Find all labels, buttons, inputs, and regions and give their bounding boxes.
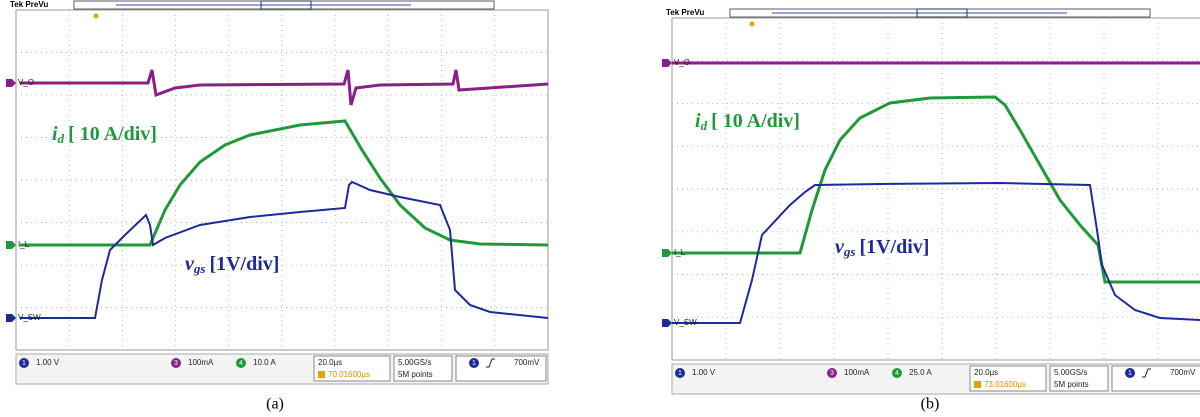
channel-number: 1: [22, 360, 26, 367]
channel-number: 3: [174, 360, 178, 367]
delay-icon: [974, 381, 981, 388]
caption: (a): [266, 396, 284, 413]
label-text: [1V/div]: [209, 253, 279, 275]
channel-marker: [6, 241, 16, 249]
channel-name: I_L: [674, 248, 686, 257]
status-value: 5M points: [1054, 380, 1089, 389]
channel-name: V_O: [674, 58, 690, 67]
trigger-marker: [94, 14, 99, 19]
page: {"panels":[ {"brand":"Tek PreVu","channe…: [0, 0, 1200, 417]
status-value: 100mA: [844, 368, 870, 377]
scope-screen: [672, 18, 1200, 360]
status-value: 5.00GS/s: [398, 358, 431, 367]
trace-label: id[ 10 A/div]: [52, 123, 157, 146]
channel-number: 1: [678, 370, 682, 377]
channel-number: 4: [239, 360, 243, 367]
label-subscript: gs: [193, 261, 206, 276]
status-value: 1.00 V: [36, 358, 60, 367]
label-text: [ 10 A/div]: [68, 123, 157, 145]
brand: Tek PreVu: [10, 0, 48, 9]
channel-number: 1: [472, 360, 476, 367]
status-value: 20.0µs: [318, 358, 342, 367]
channel-name: V_SW: [674, 318, 697, 327]
status-value: 73.01600µs: [984, 380, 1026, 389]
label-text: [ 10 A/div]: [711, 110, 800, 132]
channel-name: I_L: [18, 240, 30, 249]
brand: Tek PreVu: [666, 8, 704, 17]
status-value: 25.0 A: [909, 368, 932, 377]
channel-number: 3: [830, 370, 834, 377]
delay-icon: [318, 371, 325, 378]
channel-number: 1: [1128, 370, 1132, 377]
channel-marker: [6, 79, 16, 87]
label-subscript: gs: [843, 244, 856, 259]
channel-marker: [662, 249, 672, 257]
status-value: 700mV: [1170, 368, 1196, 377]
status-value: 10.0 A: [253, 358, 276, 367]
caption: (b): [921, 396, 940, 413]
channel-name: V_SW: [18, 313, 41, 322]
status-value: 100mA: [188, 358, 214, 367]
label-subscript: d: [701, 118, 708, 133]
status-value: 1.00 V: [692, 368, 716, 377]
channel-marker: [6, 314, 16, 322]
status-value: 5.00GS/s: [1054, 368, 1087, 377]
trace-label: id[ 10 A/div]: [695, 110, 800, 133]
status-value: 700mV: [514, 358, 540, 367]
channel-number: 4: [895, 370, 899, 377]
channel-marker: [662, 59, 672, 67]
trigger-marker: [750, 22, 755, 27]
figure: Tek PreVuV_OI_LV_SWid[ 10 A/div]vgs[1V/d…: [0, 0, 1200, 417]
status-value: 5M points: [398, 370, 433, 379]
label-subscript: d: [58, 131, 65, 146]
label-text: [1V/div]: [859, 236, 929, 258]
channel-name: V_O: [18, 78, 34, 87]
channel-marker: [662, 319, 672, 327]
status-value: 70.01600µs: [328, 370, 370, 379]
status-value: 20.0µs: [974, 368, 998, 377]
